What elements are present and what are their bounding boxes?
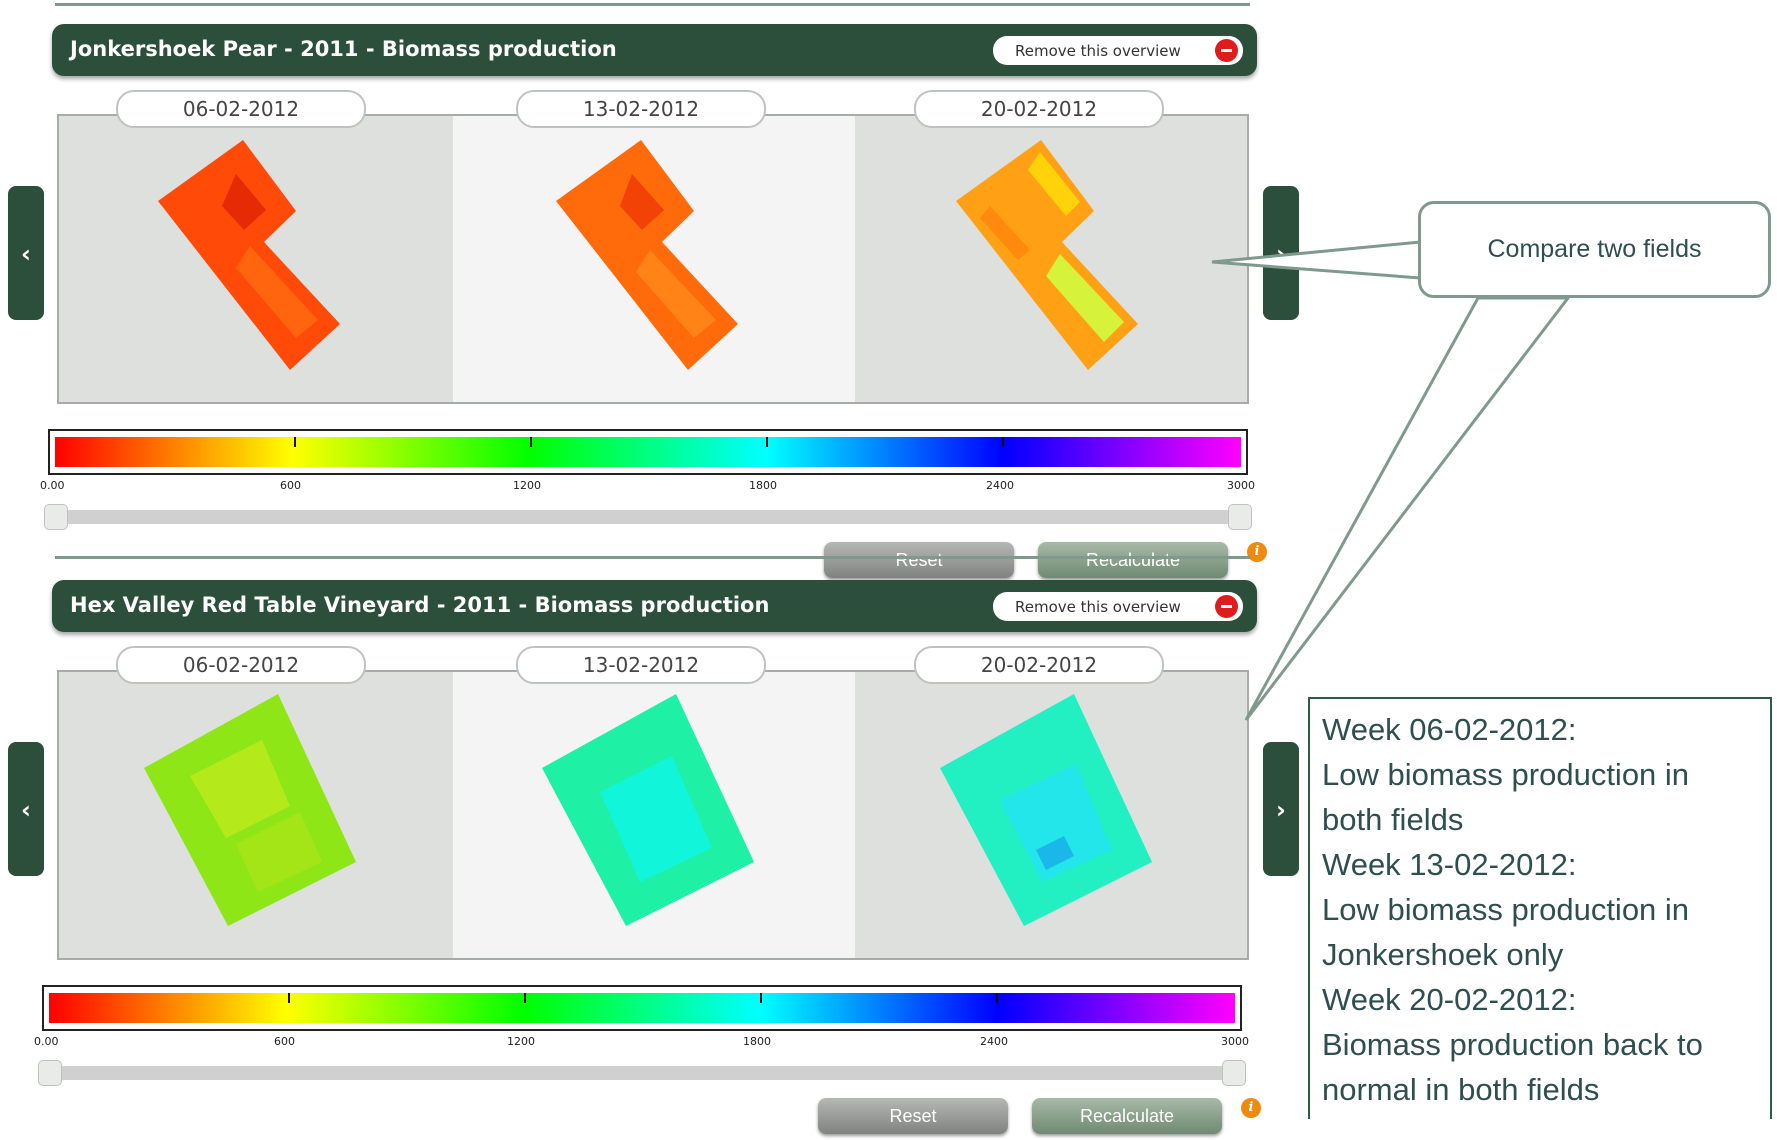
field-map-week-2 — [542, 694, 754, 926]
previous-button[interactable]: ‹ — [8, 742, 44, 876]
top-divider — [55, 3, 1250, 6]
chevron-left-icon: ‹ — [21, 796, 31, 824]
note-line: normal in both fields — [1322, 1072, 1600, 1107]
color-scale — [48, 429, 1248, 475]
date-tab-2[interactable]: 13-02-2012 — [516, 90, 766, 128]
section-divider — [55, 556, 1250, 559]
remove-overview-button[interactable]: Remove this overview — [993, 36, 1243, 65]
overview-panel-1: Jonkershoek Pear - 2011 - Biomass produc… — [0, 24, 1300, 584]
slider-max-handle[interactable] — [1228, 504, 1252, 530]
remove-overview-button[interactable]: Remove this overview — [993, 592, 1243, 621]
overview-header: Hex Valley Red Table Vineyard - 2011 - B… — [52, 580, 1257, 632]
overview-title: Hex Valley Red Table Vineyard - 2011 - B… — [70, 593, 770, 617]
note-line: Biomass production back to — [1322, 1027, 1703, 1062]
field-map-week-3 — [940, 694, 1152, 926]
scale-label: 0.00 — [40, 479, 65, 492]
note-line: Jonkershoek only — [1322, 937, 1564, 972]
notes-box: Week 06-02-2012: Low biomass production … — [1308, 697, 1772, 1119]
date-tab-3[interactable]: 20-02-2012 — [914, 90, 1164, 128]
range-slider[interactable] — [44, 504, 1252, 530]
field-map-week-3 — [956, 140, 1138, 370]
reset-button[interactable]: Reset — [824, 542, 1014, 578]
overview-title: Jonkershoek Pear - 2011 - Biomass produc… — [70, 37, 617, 61]
info-icon[interactable]: i — [1247, 542, 1267, 562]
color-gradient — [49, 993, 1235, 1023]
scale-label: 2400 — [986, 479, 1014, 492]
field-maps — [144, 694, 1152, 926]
note-line: Week 06-02-2012: — [1322, 712, 1577, 747]
previous-button[interactable]: ‹ — [8, 186, 44, 320]
color-gradient — [55, 437, 1241, 467]
scale-label: 600 — [280, 479, 301, 492]
field-map-week-1 — [144, 694, 356, 926]
chevron-left-icon: ‹ — [21, 240, 31, 268]
scale-label: 3000 — [1227, 479, 1255, 492]
field-map-week-1 — [158, 140, 340, 370]
field-maps — [158, 140, 1138, 370]
remove-overview-label: Remove this overview — [1015, 42, 1181, 60]
note-line: both fields — [1322, 802, 1464, 837]
field-map-week-2 — [556, 140, 738, 370]
date-tab-3[interactable]: 20-02-2012 — [914, 646, 1164, 684]
chevron-right-icon: › — [1276, 796, 1286, 824]
slider-min-handle[interactable] — [38, 1060, 62, 1086]
date-tab-1[interactable]: 06-02-2012 — [116, 90, 366, 128]
note-line: Low biomass production in — [1322, 757, 1690, 792]
overview-panel-2: Hex Valley Red Table Vineyard - 2011 - B… — [0, 580, 1300, 1140]
next-button[interactable]: › — [1263, 742, 1299, 876]
scale-label: 1800 — [743, 1035, 771, 1048]
remove-icon — [1215, 595, 1238, 618]
note-line: Week 20-02-2012: — [1322, 982, 1577, 1017]
slider-min-handle[interactable] — [44, 504, 68, 530]
scale-label: 1200 — [507, 1035, 535, 1048]
scale-label: 2400 — [980, 1035, 1008, 1048]
scale-label: 0.00 — [34, 1035, 59, 1048]
range-slider[interactable] — [38, 1060, 1246, 1086]
recalculate-button[interactable]: Recalculate — [1038, 542, 1228, 578]
remove-overview-label: Remove this overview — [1015, 598, 1181, 616]
date-tab-1[interactable]: 06-02-2012 — [116, 646, 366, 684]
date-tab-2[interactable]: 13-02-2012 — [516, 646, 766, 684]
overview-header: Jonkershoek Pear - 2011 - Biomass produc… — [52, 24, 1257, 76]
scale-label: 1800 — [749, 479, 777, 492]
remove-icon — [1215, 39, 1238, 62]
scale-label: 3000 — [1221, 1035, 1249, 1048]
note-line: Low biomass production in — [1322, 892, 1690, 927]
color-scale — [42, 985, 1242, 1031]
slider-max-handle[interactable] — [1222, 1060, 1246, 1086]
scale-label: 1200 — [513, 479, 541, 492]
info-icon[interactable]: i — [1241, 1098, 1261, 1118]
compare-fields-callout: Compare two fields — [1418, 201, 1771, 298]
scale-label: 600 — [274, 1035, 295, 1048]
note-line: Week 13-02-2012: — [1322, 847, 1577, 882]
